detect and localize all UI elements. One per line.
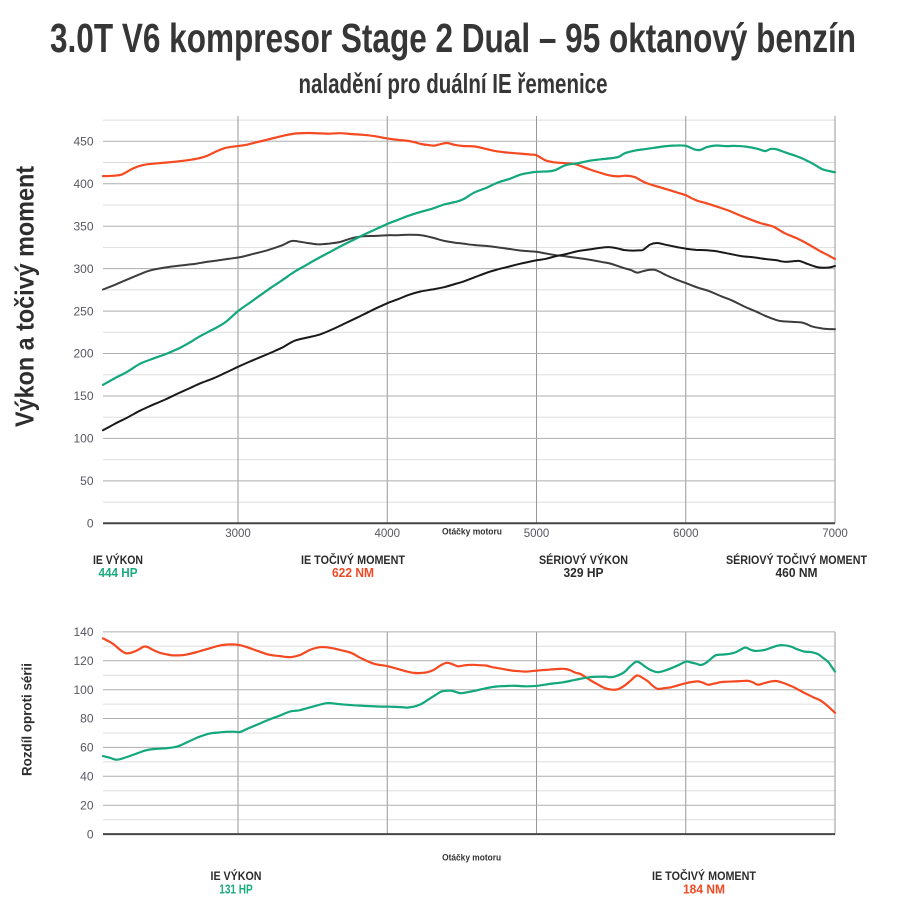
svg-text:0: 0 bbox=[87, 517, 94, 531]
svg-text:5000: 5000 bbox=[524, 528, 550, 540]
svg-text:IE TOČIVÝ MOMENT: IE TOČIVÝ MOMENT bbox=[301, 552, 406, 567]
svg-text:IE VÝKON: IE VÝKON bbox=[211, 868, 262, 883]
svg-text:naladění pro duální IE řemenic: naladění pro duální IE řemenice bbox=[299, 68, 608, 99]
svg-text:7000: 7000 bbox=[822, 528, 848, 540]
svg-text:140: 140 bbox=[73, 625, 93, 639]
svg-text:Výkon a točivý moment: Výkon a točivý moment bbox=[10, 166, 40, 427]
svg-text:Rozdíl oproti sérii: Rozdíl oproti sérii bbox=[20, 663, 35, 776]
svg-text:250: 250 bbox=[73, 304, 93, 318]
svg-text:Otáčky motoru: Otáčky motoru bbox=[442, 527, 502, 537]
svg-text:SÉRIOVÝ VÝKON: SÉRIOVÝ VÝKON bbox=[539, 552, 628, 567]
svg-text:120: 120 bbox=[73, 654, 93, 668]
svg-text:460 NM: 460 NM bbox=[776, 565, 818, 580]
svg-text:80: 80 bbox=[80, 712, 94, 726]
svg-text:150: 150 bbox=[73, 389, 93, 403]
svg-text:200: 200 bbox=[73, 347, 93, 361]
svg-text:450: 450 bbox=[73, 134, 93, 148]
svg-text:3.0T V6 kompresor Stage 2 Dual: 3.0T V6 kompresor Stage 2 Dual – 95 okta… bbox=[50, 15, 856, 61]
svg-text:IE TOČIVÝ MOMENT: IE TOČIVÝ MOMENT bbox=[652, 868, 757, 883]
svg-text:20: 20 bbox=[80, 798, 94, 812]
svg-text:50: 50 bbox=[80, 474, 94, 488]
svg-text:300: 300 bbox=[73, 262, 93, 276]
svg-text:131 HP: 131 HP bbox=[219, 881, 253, 896]
svg-text:622 NM: 622 NM bbox=[332, 565, 374, 580]
svg-text:40: 40 bbox=[80, 770, 94, 784]
svg-text:SÉRIOVÝ TOČIVÝ MOMENT: SÉRIOVÝ TOČIVÝ MOMENT bbox=[726, 552, 868, 567]
svg-text:100: 100 bbox=[73, 432, 93, 446]
svg-text:329 HP: 329 HP bbox=[564, 565, 604, 580]
svg-text:6000: 6000 bbox=[673, 528, 699, 540]
svg-text:IE VÝKON: IE VÝKON bbox=[93, 552, 143, 567]
svg-text:3000: 3000 bbox=[225, 528, 251, 540]
svg-text:60: 60 bbox=[80, 741, 94, 755]
svg-text:100: 100 bbox=[73, 683, 93, 697]
svg-text:Otáčky motoru: Otáčky motoru bbox=[442, 853, 501, 864]
svg-text:350: 350 bbox=[73, 219, 93, 233]
svg-text:444 HP: 444 HP bbox=[99, 565, 138, 580]
svg-text:400: 400 bbox=[73, 177, 93, 191]
svg-text:4000: 4000 bbox=[374, 528, 400, 540]
svg-text:184 NM: 184 NM bbox=[683, 881, 725, 896]
svg-text:0: 0 bbox=[87, 827, 94, 841]
